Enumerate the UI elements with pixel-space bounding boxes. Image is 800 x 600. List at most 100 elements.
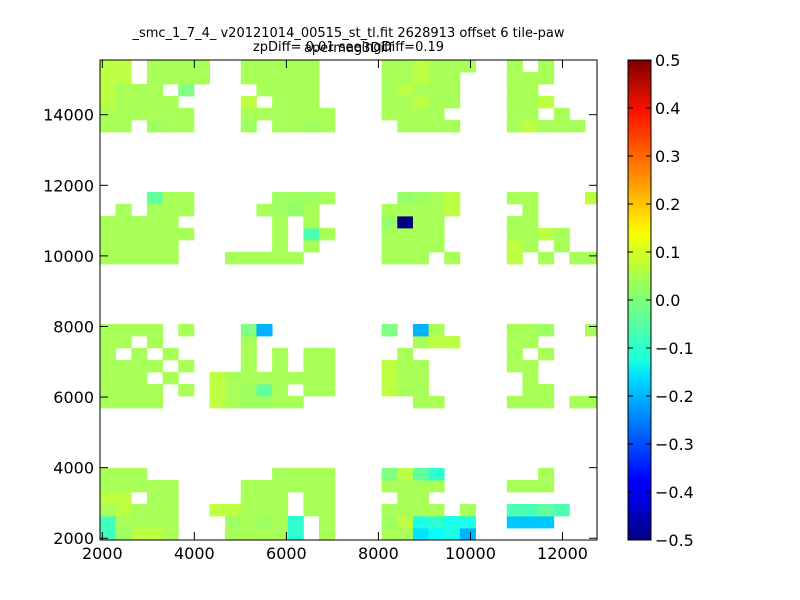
- heatmap-cell: [444, 528, 461, 541]
- heatmap-cell: [428, 108, 445, 121]
- heatmap-cell: [506, 228, 523, 241]
- heatmap-cell: [319, 120, 336, 133]
- heatmap-cell: [131, 516, 148, 529]
- heatmap-cell: [256, 528, 273, 541]
- heatmap-cell: [397, 216, 414, 229]
- heatmap-cell: [397, 504, 414, 517]
- heatmap-cell: [131, 372, 148, 385]
- colorbar-tick-label: 0.0: [655, 291, 680, 310]
- heatmap-cell: [412, 60, 429, 73]
- heatmap-cell: [522, 204, 539, 217]
- heatmap-cell: [444, 72, 461, 85]
- heatmap-cell: [428, 468, 445, 481]
- heatmap-cell: [272, 108, 289, 121]
- heatmap-cell: [506, 480, 523, 493]
- heatmap-cell: [444, 84, 461, 97]
- heatmap-cell: [397, 72, 414, 85]
- heatmap-cell: [459, 504, 476, 517]
- heatmap-cell: [115, 72, 132, 85]
- heatmap-cell: [225, 396, 242, 409]
- heatmap-cell: [381, 228, 398, 241]
- heatmap-cell: [193, 60, 210, 73]
- heatmap-cell: [412, 480, 429, 493]
- heatmap-cell: [146, 492, 163, 505]
- heatmap-cell: [146, 204, 163, 217]
- heatmap-cell: [381, 516, 398, 529]
- colorbar-tick-label: −0.5: [655, 531, 694, 550]
- heatmap-cell: [209, 396, 226, 409]
- heatmap-cell: [146, 72, 163, 85]
- heatmap-cell: [381, 480, 398, 493]
- heatmap-cell: [381, 84, 398, 97]
- heatmap-cell: [412, 84, 429, 97]
- heatmap-cell: [272, 192, 289, 205]
- heatmap-cell: [162, 480, 179, 493]
- heatmap-cell: [272, 504, 289, 517]
- heatmap-cell: [412, 192, 429, 205]
- heatmap-cell: [397, 528, 414, 541]
- heatmap-cell: [287, 120, 304, 133]
- heatmap-cell: [412, 108, 429, 121]
- heatmap-cell: [100, 528, 117, 541]
- heatmap-cell: [240, 324, 257, 337]
- heatmap-cell: [162, 204, 179, 217]
- heatmap-cell: [444, 120, 461, 133]
- heatmap-cell: [100, 384, 117, 397]
- heatmap-cell: [303, 480, 320, 493]
- heatmap-cell: [178, 228, 195, 241]
- heatmap-cell: [115, 84, 132, 97]
- heatmap-cell: [287, 96, 304, 109]
- heatmap-cell: [256, 108, 273, 121]
- heatmap-cell: [272, 384, 289, 397]
- heatmap-cell: [397, 120, 414, 133]
- heatmap-cell: [506, 504, 523, 517]
- heatmap-cell: [522, 72, 539, 85]
- heatmap-cell: [115, 336, 132, 349]
- heatmap-cell: [428, 96, 445, 109]
- heatmap-cell: [193, 72, 210, 85]
- heatmap-cell: [146, 360, 163, 373]
- heatmap-cell: [100, 84, 117, 97]
- heatmap-cell: [381, 528, 398, 541]
- heatmap-cell: [428, 72, 445, 85]
- heatmap-cell: [272, 84, 289, 97]
- heatmap-cell: [131, 252, 148, 265]
- heatmap-cell: [115, 120, 132, 133]
- heatmap-cell: [522, 120, 539, 133]
- heatmap-cell: [146, 192, 163, 205]
- heatmap-cell: [272, 72, 289, 85]
- heatmap-cell: [115, 240, 132, 253]
- heatmap-cell: [381, 60, 398, 73]
- heatmap-cell: [381, 468, 398, 481]
- heatmap-cell: [397, 204, 414, 217]
- heatmap-cell: [287, 516, 304, 529]
- heatmap-cell: [162, 108, 179, 121]
- heatmap-cell: [100, 480, 117, 493]
- heatmap-cell: [428, 192, 445, 205]
- heatmap-cell: [538, 96, 555, 109]
- heatmap-cell: [428, 120, 445, 133]
- colorbar-tick-label: −0.3: [655, 435, 694, 454]
- heatmap-cell: [428, 480, 445, 493]
- heatmap-cell: [428, 528, 445, 541]
- heatmap-cell: [115, 468, 132, 481]
- heatmap-cell: [428, 396, 445, 409]
- heatmap-cell: [397, 348, 414, 361]
- heatmap-cell: [115, 480, 132, 493]
- heatmap-cell: [240, 384, 257, 397]
- heatmap-cell: [100, 60, 117, 73]
- heatmap-cell: [553, 108, 570, 121]
- heatmap-cell: [115, 60, 132, 73]
- heatmap-cell: [506, 252, 523, 265]
- heatmap-cell: [146, 120, 163, 133]
- heatmap-cell: [256, 492, 273, 505]
- heatmap-cell: [209, 384, 226, 397]
- heatmap-cell: [569, 252, 586, 265]
- heatmap-cell: [115, 252, 132, 265]
- heatmap-cell: [303, 108, 320, 121]
- heatmap-cell: [412, 528, 429, 541]
- colorbar-tick-label: 0.3: [655, 147, 680, 166]
- heatmap-cell: [412, 384, 429, 397]
- heatmap-cell: [287, 72, 304, 85]
